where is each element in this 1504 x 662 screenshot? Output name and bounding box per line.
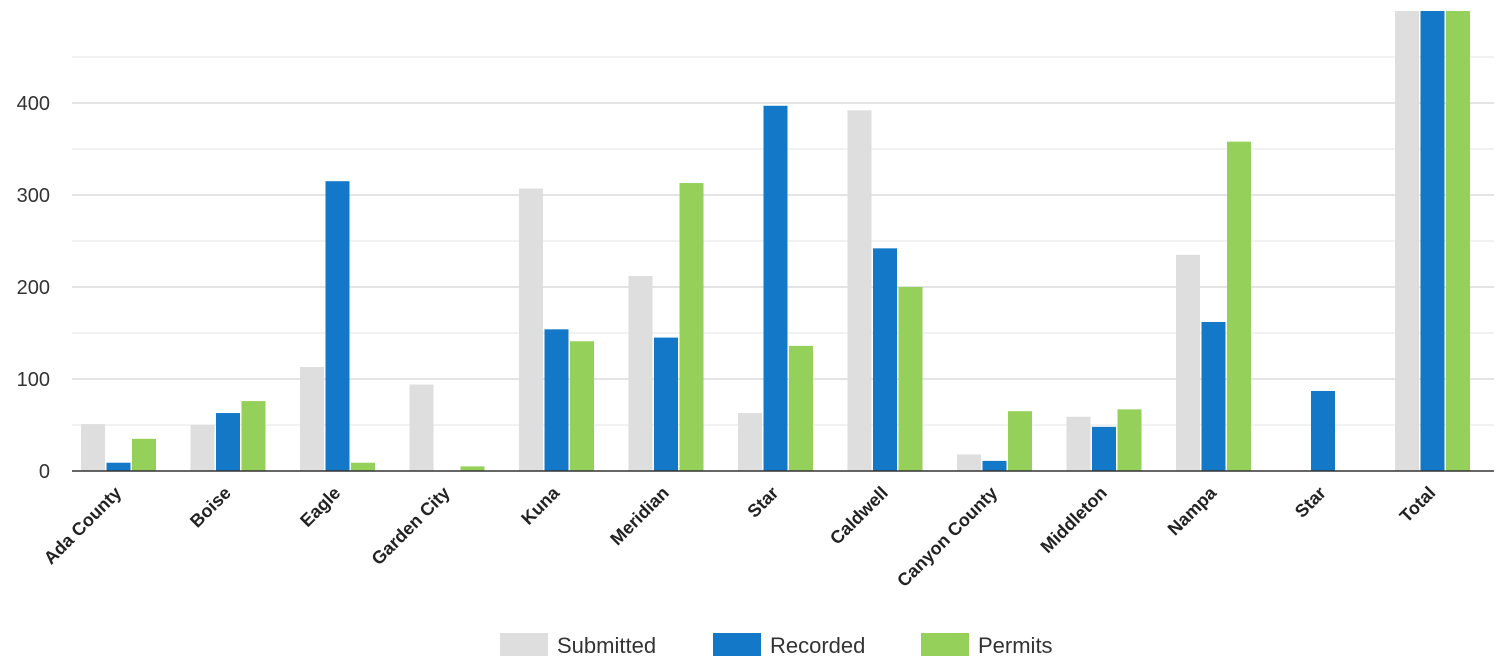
legend-label: Permits (978, 633, 1053, 657)
bar-permits (570, 341, 594, 471)
bar-permits (241, 401, 266, 471)
x-tick-label: Star (743, 483, 782, 522)
y-axis-ticks: 0 100 200 300 400 (17, 93, 50, 483)
bar-recorded (106, 462, 131, 471)
x-axis-ticks: Ada County Boise Eagle Garden City Kuna Merid… (40, 482, 1440, 591)
bar-recorded (544, 329, 569, 471)
bar-recorded (325, 181, 350, 471)
bar-permits (679, 183, 704, 472)
bar-permits (351, 462, 375, 471)
legend-label: Submitted (557, 633, 656, 657)
bar-recorded (1201, 321, 1226, 471)
x-tick-label: Boise (186, 483, 235, 532)
x-tick-label: Kuna (517, 482, 564, 529)
y-tick-label: 100 (17, 369, 50, 391)
bar-submitted (519, 188, 543, 471)
bar-permits (1446, 11, 1470, 471)
x-tick-label: Nampa (1164, 482, 1221, 539)
bar-submitted (1066, 416, 1091, 471)
legend: Submitted Recorded Permits (500, 633, 1053, 658)
bar-recorded (763, 105, 788, 471)
x-tick-label: Total (1396, 483, 1440, 527)
bar-submitted (738, 413, 762, 471)
bar-submitted (409, 384, 434, 471)
bar-permits (132, 438, 156, 471)
x-tick-label: Ada County (40, 483, 126, 569)
bar-recorded (873, 248, 897, 471)
bar-submitted (190, 425, 215, 471)
x-tick-label: Meridian (606, 483, 672, 549)
legend-swatch (921, 633, 969, 656)
bar-permits (898, 287, 923, 471)
bar-recorded (1092, 426, 1116, 471)
bar-submitted (1176, 254, 1200, 471)
bar-permits (1117, 409, 1142, 471)
x-tick-label: Caldwell (826, 483, 892, 549)
legend-label: Recorded (770, 633, 865, 657)
bar-submitted (81, 424, 105, 471)
bar-submitted (957, 454, 981, 471)
y-tick-label: 0 (39, 461, 50, 483)
bar-recorded (1311, 390, 1335, 471)
legend-item-recorded[interactable]: Recorded (713, 633, 865, 658)
bar-permits (1227, 141, 1251, 471)
bar-submitted (847, 110, 872, 472)
x-tick-label: Garden City (368, 483, 454, 569)
bar-recorded (982, 460, 1007, 471)
bar-permits (789, 345, 813, 471)
bars (81, 11, 1470, 472)
legend-item-submitted[interactable]: Submitted (500, 633, 656, 658)
legend-swatch (500, 633, 548, 656)
bar-recorded (654, 337, 678, 471)
legend-swatch (713, 633, 761, 656)
bar-permits (460, 466, 485, 471)
bar-recorded (216, 413, 240, 471)
bar-submitted (1395, 11, 1419, 471)
x-tick-label: Canyon County (893, 483, 1001, 591)
bar-permits (1008, 411, 1032, 471)
legend-item-permits[interactable]: Permits (921, 633, 1053, 658)
bar-recorded (1420, 11, 1445, 471)
x-tick-label: Eagle (296, 483, 344, 531)
y-tick-label: 400 (17, 93, 50, 115)
bar-submitted (300, 367, 324, 471)
y-tick-label: 300 (17, 185, 50, 207)
y-tick-label: 200 (17, 277, 50, 299)
x-tick-label: Middleton (1037, 483, 1111, 557)
x-tick-label: Star (1291, 483, 1330, 522)
bar-submitted (628, 275, 653, 471)
